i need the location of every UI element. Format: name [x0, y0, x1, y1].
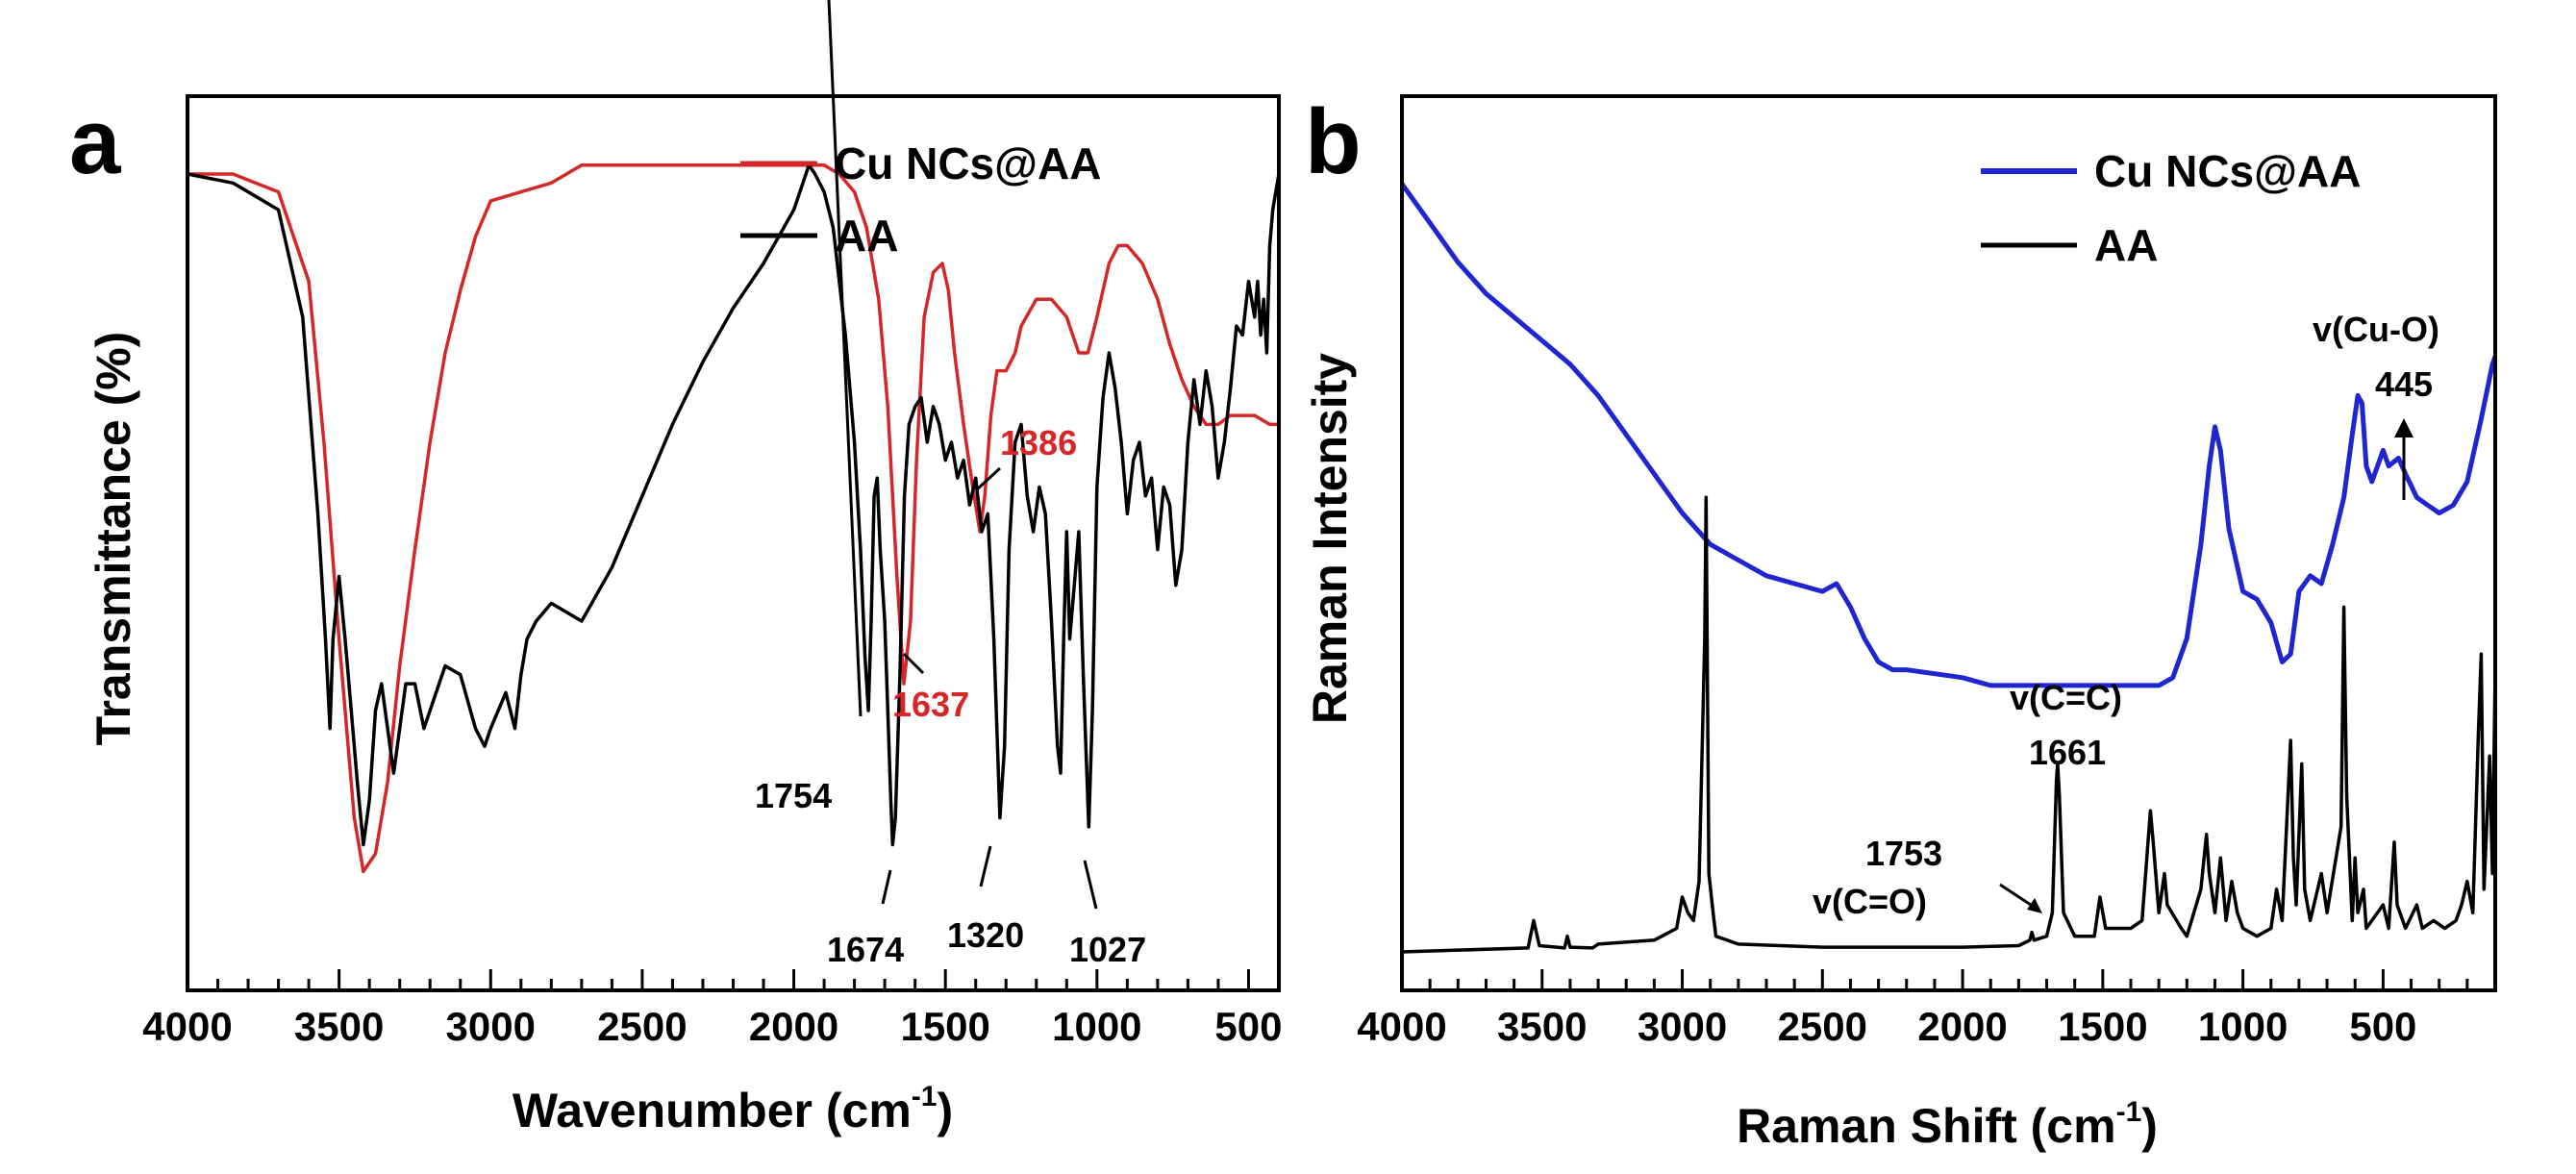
annotation-arrowhead-1753: [2027, 898, 2042, 913]
panel-a-ylabel: Transmittance (%): [87, 332, 140, 746]
panel-b-raman-chart: b 4000 3500 3000 2500 2000 1500 1000 500 Cu NCs…: [1303, 90, 2498, 1153]
annotation-vco: v(C=O): [1813, 882, 1927, 921]
annotation-arrow-1386: [974, 466, 1002, 492]
panel-b-xtick-label-500: 500: [2349, 1004, 2416, 1049]
annotation-vcc: v(C=C): [2010, 678, 2122, 717]
annotation-445: 445: [2375, 364, 2433, 404]
panel-b-xlabel-sup: -1: [2116, 1096, 2142, 1128]
panel-b-xtick-label-2500: 2500: [1778, 1004, 1867, 1049]
panel-a-xtick-label-2500: 2500: [597, 1004, 687, 1049]
panel-a-xlabel: Wavenumber (cm-1): [513, 1081, 953, 1137]
panel-b-legend-cu-label: Cu NCs@AA: [2094, 146, 2361, 196]
panel-a-xtick-label-500: 500: [1214, 1004, 1282, 1049]
panel-b-xlabel: Raman Shift (cm-1): [1737, 1096, 2158, 1153]
panel-b-legend: Cu NCs@AA AA: [1981, 146, 2361, 270]
annotation-1027: 1027: [1069, 930, 1146, 969]
panel-b-annotations: v(C=C) 1661 1753 v(C=O) v(Cu-O) 445: [1813, 310, 2439, 921]
panel-b-axis-frame: [1400, 94, 2497, 992]
panel-b-xlabel-main: Raman Shift (cm: [1737, 1099, 2116, 1153]
annotation-1320: 1320: [947, 915, 1024, 955]
annotation-1674: 1674: [827, 930, 904, 969]
panel-a-xtick-label-3000: 3000: [446, 1004, 536, 1049]
panel-a-legend: Cu NCs@AA AA: [740, 138, 1101, 261]
panel-b-xtick-label-2000: 2000: [1917, 1004, 2007, 1049]
annotation-1753: 1753: [1865, 834, 1942, 873]
annotation-1754: 1754: [755, 776, 832, 815]
annotation-1637: 1637: [892, 685, 969, 724]
panel-a-xtick-label-3500: 3500: [294, 1004, 384, 1049]
panel-a-ftir-chart: a 4000 3500 3000 2500 2000 1500 1000 500 Cu NCs…: [69, 0, 1283, 1137]
panel-a-legend-cu-label: Cu NCs@AA: [835, 138, 1101, 188]
panel-b-ylabel: Raman Intensity: [1303, 353, 1357, 724]
panel-a-xlabel-main: Wavenumber (cm: [513, 1084, 912, 1137]
panel-b-series-aa: [1401, 495, 2497, 954]
annotation-arrow-1754: [827, 0, 863, 717]
annotation-arrowhead-445: [2394, 418, 2413, 437]
panel-a-xtick-label-1500: 1500: [900, 1004, 989, 1049]
panel-a-xlabel-end: ): [937, 1084, 953, 1137]
panel-a-xtick-label-4000: 4000: [142, 1004, 232, 1049]
panel-b-xtick-label-1000: 1000: [2198, 1004, 2288, 1049]
panel-a-xlabel-sup: -1: [912, 1081, 938, 1112]
panel-a-series-cu-ncs-aa: [188, 162, 1279, 874]
annotation-arrow-1320: [979, 845, 992, 887]
panel-b-letter: b: [1305, 90, 1362, 193]
annotation-1386: 1386: [1000, 423, 1077, 462]
panel-b-xtick-label-1500: 1500: [2058, 1004, 2147, 1049]
panel-b-legend-aa-label: AA: [2094, 220, 2158, 270]
panel-a-series-aa: [187, 162, 1281, 847]
panel-b-xtick-label-3500: 3500: [1497, 1004, 1587, 1049]
panel-b-xlabel-end: ): [2141, 1099, 2158, 1153]
annotation-arrow-1674: [881, 869, 892, 905]
panel-a-letter: a: [69, 90, 121, 193]
panel-a-axis-frame: [186, 94, 1281, 992]
annotation-vcuo: v(Cu-O): [2313, 310, 2439, 349]
panel-a-xtick-label-1000: 1000: [1052, 1004, 1141, 1049]
panel-b-series-cu-ncs-aa: [1399, 182, 2498, 688]
panel-a-xtick-label-2000: 2000: [749, 1004, 838, 1049]
panel-a-curves: [187, 162, 1281, 874]
panel-b-curves: [1399, 182, 2498, 954]
panel-b-xtick-label-4000: 4000: [1357, 1004, 1446, 1049]
panel-a-ticks: 4000 3500 3000 2500 2000 1500 1000 500: [142, 969, 1283, 1049]
panel-b-ticks: 4000 3500 3000 2500 2000 1500 1000 500: [1357, 969, 2497, 1049]
panel-a-legend-aa-label: AA: [835, 211, 898, 261]
annotation-1661: 1661: [2029, 733, 2106, 772]
panel-b-xtick-label-3000: 3000: [1638, 1004, 1727, 1049]
annotation-arrow-1027: [1083, 860, 1098, 910]
annotation-arrow-1637: [902, 652, 925, 675]
panel-a-annotations: 1754 1674 1320 1027 1637 1386: [755, 0, 1146, 969]
